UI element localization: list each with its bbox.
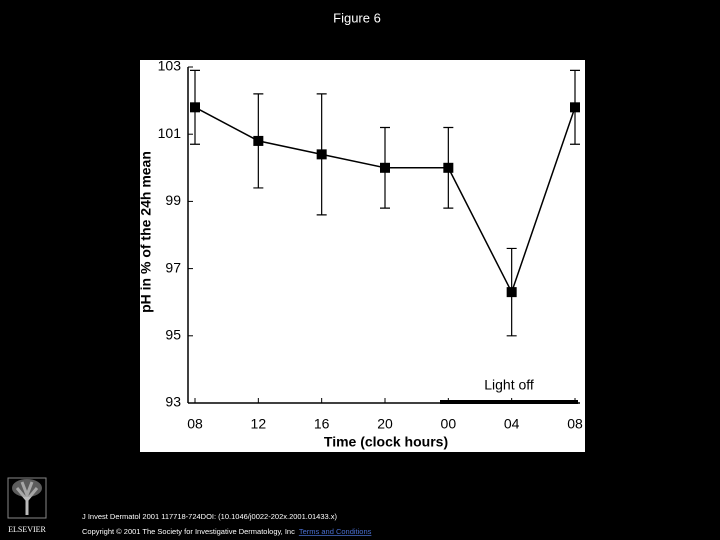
- terms-link[interactable]: Terms and Conditions: [299, 527, 372, 536]
- annotation: Light off: [484, 377, 534, 393]
- marker: [570, 102, 580, 113]
- x-axis-label: Time (clock hours): [324, 434, 448, 450]
- marker: [380, 162, 390, 173]
- y-tick-label: 101: [158, 125, 182, 141]
- x-tick-label: 04: [504, 416, 520, 432]
- marker: [506, 287, 517, 298]
- y-axis-label: pH in % of the 24h mean: [138, 151, 154, 313]
- x-tick-label: 16: [314, 416, 330, 432]
- marker: [316, 149, 327, 160]
- chart-panel: [140, 60, 585, 452]
- marker: [190, 102, 200, 113]
- x-tick-label: 00: [441, 416, 457, 432]
- elsevier-logo: [7, 477, 47, 519]
- y-tick-label: 97: [165, 259, 181, 275]
- x-tick-label: 12: [251, 416, 267, 432]
- copyright: Copyright © 2001 The Society for Investi…: [82, 527, 295, 536]
- citation: J Invest Dermatol 2001 117718-724DOI: (1…: [82, 512, 338, 521]
- y-tick-label: 103: [158, 58, 182, 74]
- y-tick-label: 95: [165, 327, 181, 343]
- marker: [443, 162, 454, 173]
- logo-text: ELSEVIER: [8, 525, 46, 534]
- y-tick-label: 93: [165, 394, 181, 410]
- x-tick-label: 08: [187, 416, 203, 432]
- slide-title: Figure 6: [333, 10, 381, 25]
- x-tick-label: 08: [567, 416, 583, 432]
- marker: [253, 135, 264, 146]
- x-tick-label: 20: [377, 416, 393, 432]
- y-tick-label: 99: [165, 192, 181, 208]
